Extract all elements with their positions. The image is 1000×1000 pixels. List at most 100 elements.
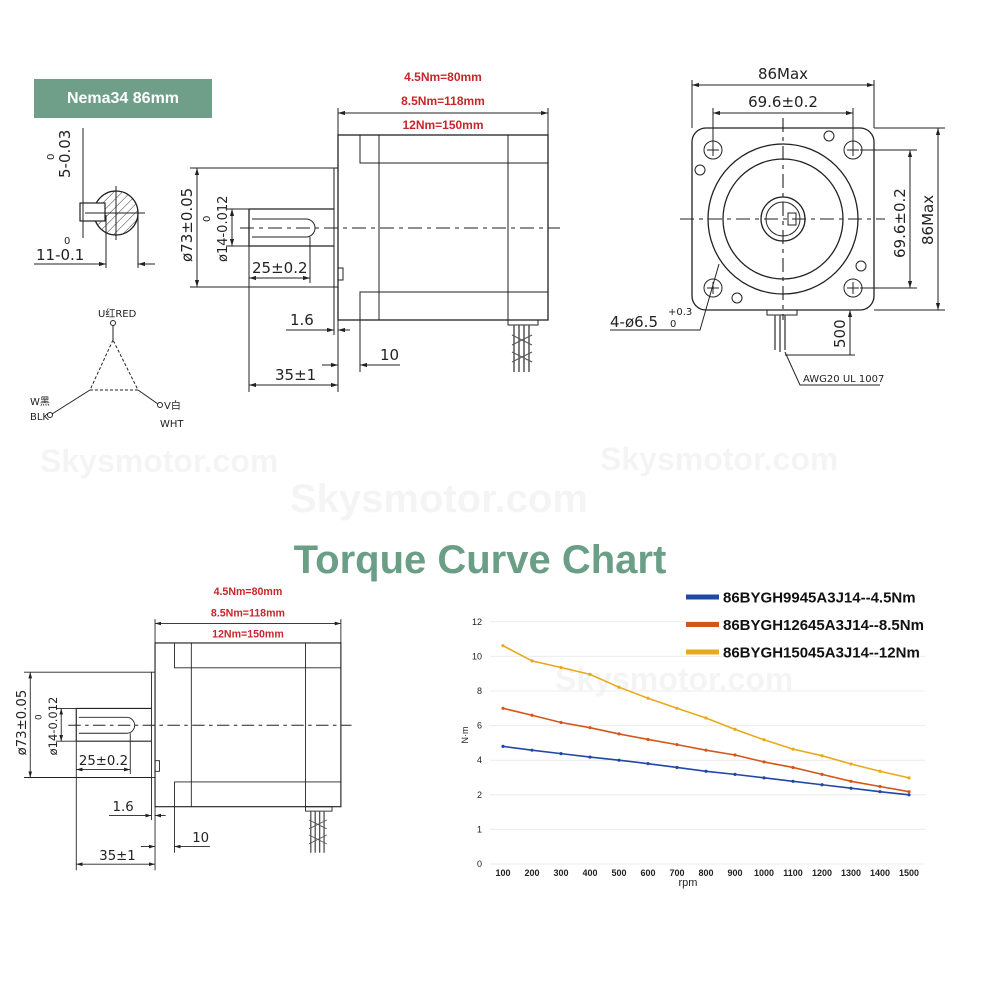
pilot-depth: 1.6 bbox=[290, 311, 314, 329]
chart-legend: 86BYGH9945A3J14--4.5Nm 86BYGH12645A3J14--… bbox=[686, 590, 924, 662]
watermark: Skysmotor.com bbox=[600, 441, 838, 477]
shaft-cross-section: 5-0.03 0 11-0.1 0 bbox=[34, 128, 155, 268]
data-point bbox=[646, 762, 650, 766]
wire-v-label: V白 bbox=[164, 399, 181, 412]
flange-thickness: 10 bbox=[380, 346, 399, 364]
mount-holes: 4-ø6.5 bbox=[610, 313, 658, 331]
key-length: 25±0.2 bbox=[252, 259, 308, 277]
data-point bbox=[617, 732, 621, 736]
data-point bbox=[617, 758, 621, 762]
y-tick-label: 4 bbox=[477, 755, 482, 765]
x-tick-label: 1500 bbox=[899, 868, 919, 878]
y-tick-label: 8 bbox=[477, 686, 482, 696]
wiring-diagram: U红RED W黑 BLK V白 WHT bbox=[30, 307, 184, 430]
chart-title: Torque Curve Chart bbox=[293, 538, 667, 582]
front-width: 86Max bbox=[758, 65, 808, 83]
data-point bbox=[501, 744, 505, 748]
data-point bbox=[704, 748, 708, 752]
legend-swatch bbox=[686, 594, 719, 600]
data-point bbox=[675, 706, 679, 710]
data-point bbox=[733, 727, 737, 732]
y-tick-label: 2 bbox=[477, 790, 482, 800]
data-point bbox=[733, 772, 737, 776]
wire-spec: AWG20 UL 1007 bbox=[803, 374, 884, 385]
data-point bbox=[588, 726, 592, 730]
data-point bbox=[646, 696, 650, 700]
length-8.5nm: 8.5Nm=118mm bbox=[211, 607, 285, 619]
data-point bbox=[820, 772, 824, 776]
front-hole-spacing-vertical: 69.6±0.2 bbox=[891, 188, 909, 258]
flat-dim: 11-0.1 bbox=[36, 246, 84, 264]
shaft-dia-tol: 0 bbox=[35, 714, 45, 720]
x-axis-label: rpm bbox=[679, 877, 698, 889]
legend-label: 86BYGH15045A3J14--12Nm bbox=[723, 645, 920, 662]
shaft-dia-tol: 0 bbox=[202, 216, 213, 222]
data-point bbox=[878, 790, 882, 794]
length-4.5nm: 4.5Nm=80mm bbox=[214, 586, 283, 598]
data-point bbox=[907, 790, 911, 794]
data-point bbox=[791, 779, 795, 783]
front-view-drawing: 86Max 69.6±0.2 69.6±0.2 86Max 4-ø6.5 +0.… bbox=[610, 65, 945, 386]
watermark: Skysmotor.com bbox=[40, 443, 278, 479]
y-tick-label: 1 bbox=[477, 824, 482, 834]
keyway-dim: 5-0.03 bbox=[56, 130, 74, 178]
data-point bbox=[559, 720, 563, 725]
length-4.5nm: 4.5Nm=80mm bbox=[404, 70, 482, 84]
legend-swatch bbox=[686, 649, 719, 655]
wire-w-color: BLK bbox=[30, 412, 49, 423]
x-tick-label: 400 bbox=[582, 868, 597, 878]
shaft-length: 35±1 bbox=[275, 366, 316, 384]
mount-holes-tol2: 0 bbox=[670, 319, 676, 330]
y-tick-label: 12 bbox=[472, 617, 482, 627]
x-tick-label: 100 bbox=[495, 868, 510, 878]
data-point bbox=[762, 760, 766, 764]
x-tick-label: 500 bbox=[611, 868, 626, 878]
data-point bbox=[791, 747, 795, 751]
y-tick-label: 0 bbox=[477, 859, 482, 869]
key-length: 25±0.2 bbox=[79, 754, 128, 769]
data-point bbox=[733, 753, 737, 757]
y-tick-label: 6 bbox=[477, 721, 482, 731]
shaft-dia: ø14-0.012 bbox=[216, 196, 231, 262]
data-point bbox=[907, 793, 911, 797]
data-point bbox=[704, 769, 708, 773]
data-point bbox=[675, 743, 679, 747]
watermark: Skysmotor.com bbox=[555, 661, 793, 697]
length-12nm: 12Nm=150mm bbox=[402, 118, 483, 132]
data-point bbox=[820, 783, 824, 787]
flange-thickness: 10 bbox=[192, 831, 209, 846]
data-point bbox=[878, 769, 882, 773]
data-point bbox=[820, 754, 824, 758]
pilot-depth: 1.6 bbox=[113, 800, 134, 815]
mount-holes-tol: +0.3 bbox=[668, 307, 692, 318]
x-tick-label: 1000 bbox=[754, 868, 774, 878]
model-badge: Nema34 86mm bbox=[34, 79, 212, 118]
length-12nm: 12Nm=150mm bbox=[212, 629, 284, 641]
legend-label: 86BYGH12645A3J14--8.5Nm bbox=[723, 617, 924, 634]
data-point bbox=[704, 716, 708, 720]
data-point bbox=[849, 762, 853, 766]
x-tick-label: 900 bbox=[727, 868, 742, 878]
front-hole-spacing: 69.6±0.2 bbox=[748, 93, 818, 111]
lead-length: 500 bbox=[831, 319, 849, 348]
data-point bbox=[762, 776, 766, 780]
data-point bbox=[559, 752, 563, 756]
x-tick-label: 300 bbox=[553, 868, 568, 878]
data-point bbox=[588, 672, 592, 676]
x-tick-label: 700 bbox=[669, 868, 684, 878]
data-point bbox=[588, 755, 592, 759]
x-tick-label: 200 bbox=[524, 868, 539, 878]
side-view-drawing-lower: 4.5Nm=80mm 8.5Nm=118mm 12Nm=150mm ø73±0.… bbox=[15, 586, 352, 870]
wire-v-color: WHT bbox=[160, 419, 184, 430]
side-view-drawing: 4.5Nm=80mm 8.5Nm=118mm 12Nm=150mm ø73±0.… bbox=[178, 70, 560, 392]
data-point bbox=[530, 748, 534, 752]
wire-w-label: W黑 bbox=[30, 396, 50, 408]
data-point bbox=[907, 776, 911, 780]
legend-swatch bbox=[686, 622, 719, 627]
data-point bbox=[878, 784, 882, 789]
pilot-dia: ø73±0.05 bbox=[15, 690, 30, 756]
x-tick-label: 800 bbox=[698, 868, 713, 878]
front-height: 86Max bbox=[919, 195, 937, 245]
